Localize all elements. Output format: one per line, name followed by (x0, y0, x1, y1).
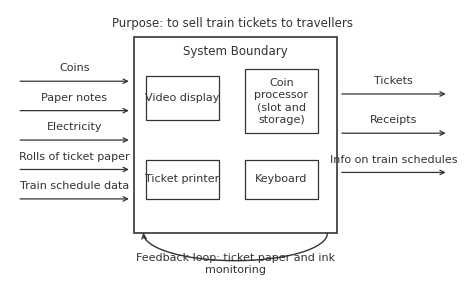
Text: Coin
processor
(slot and
storage): Coin processor (slot and storage) (255, 78, 309, 125)
Text: Ticket printer: Ticket printer (146, 174, 219, 184)
Text: Rolls of ticket paper: Rolls of ticket paper (19, 152, 130, 162)
Text: Info on train schedules: Info on train schedules (330, 155, 457, 164)
Bar (146, 76, 219, 121)
Text: Tickets: Tickets (374, 76, 413, 86)
Bar (245, 69, 318, 133)
Text: Feedback loop: ticket paper and ink
monitoring: Feedback loop: ticket paper and ink moni… (136, 253, 335, 275)
Bar (245, 160, 318, 199)
Text: Purpose: to sell train tickets to travellers: Purpose: to sell train tickets to travel… (112, 17, 353, 30)
Bar (134, 37, 337, 233)
Text: Receipts: Receipts (370, 115, 418, 125)
Text: Coins: Coins (59, 63, 90, 73)
Text: Train schedule data: Train schedule data (20, 181, 129, 191)
Bar (146, 160, 219, 199)
Text: Paper notes: Paper notes (42, 93, 108, 103)
Text: Electricity: Electricity (47, 122, 102, 132)
Text: Video display: Video display (146, 93, 220, 103)
Text: System Boundary: System Boundary (183, 45, 288, 58)
Text: Keyboard: Keyboard (255, 174, 308, 184)
